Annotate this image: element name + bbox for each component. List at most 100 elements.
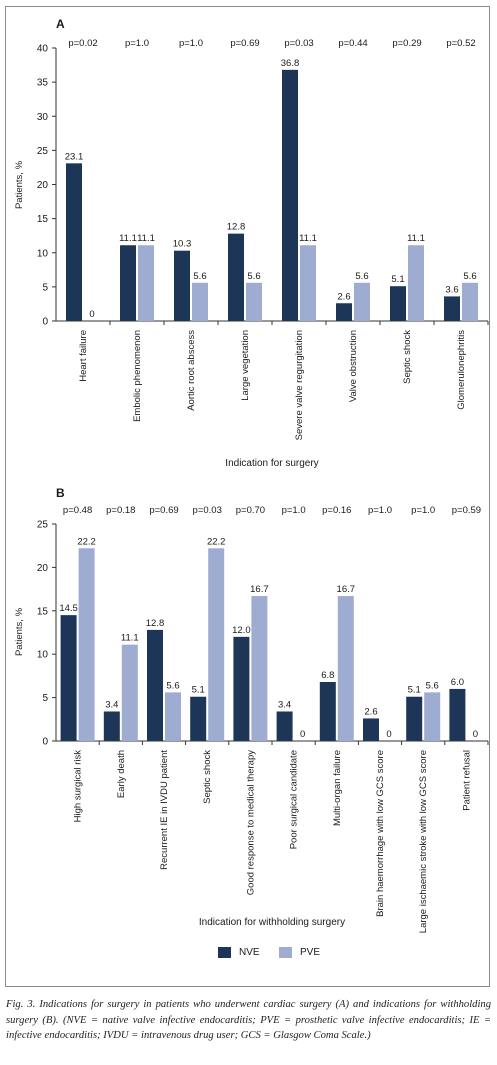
panel-label: A [56,17,65,31]
x-tick-label: Heart failure [78,330,89,382]
x-tick-label: Poor surgical candidate [289,750,300,849]
bar-pve [208,548,225,741]
p-value-label: p=1.0 [368,505,392,516]
y-tick-label: 5 [42,282,48,293]
data-label-pve: 22.2 [77,536,96,547]
bar-pve [251,596,268,741]
data-label-pve: 0 [473,729,478,740]
data-label-pve: 11.1 [137,233,155,244]
chart-panel-b: B 0 5 10 15 20 25 Patients, % Indication for wit… [14,486,489,933]
bar-nve [174,250,190,321]
data-label-nve: 3.4 [278,699,291,710]
y-tick-label: 0 [42,737,48,748]
data-label-nve: 12.8 [146,618,165,629]
x-tick-label: Embolic phenomenon [132,330,143,422]
x-tick-label: Large ischaemic stroke with low GCS scor… [418,750,429,933]
x-tick-label: Brain haemorrhage with low GCS score [375,750,386,917]
data-label-nve: 2.6 [364,706,377,717]
y-axis-label: Patients, % [14,607,25,656]
bar-nve [228,233,244,321]
bar-pve [246,282,262,321]
bar-pve [121,644,138,741]
legend-item-nve: NVE [218,947,260,958]
data-label-nve: 2.6 [337,291,350,302]
bar-nve [60,615,77,741]
bar-pve [408,245,424,321]
p-value-label: p=0.69 [230,38,259,49]
y-tick-label: 30 [37,112,49,123]
data-label-pve: 0 [386,729,391,740]
data-label-pve: 5.6 [166,680,179,691]
data-label-pve: 16.7 [250,584,269,595]
data-label-nve: 5.1 [408,685,421,696]
chart-panel-a: A 0 5 10 15 20 25 30 35 40 Patients, % Indication f… [14,17,489,469]
data-label-nve: 23.1 [65,151,84,162]
bar-pve [78,548,95,741]
data-label-nve: 36.8 [281,58,300,69]
x-tick-label: Large vegetation [240,330,251,401]
p-value-label: p=1.0 [411,505,435,516]
p-value-label: p=0.02 [68,38,97,49]
x-axis-label: Indication for surgery [225,458,318,469]
data-label-nve: 11.1 [119,233,137,244]
bar-pve [337,596,354,741]
y-tick-label: 0 [42,317,48,328]
data-label-pve: 16.7 [337,584,356,595]
bar-nve [390,286,406,321]
bar-nve [336,303,352,321]
bar-nve [190,696,207,741]
data-label-nve: 10.3 [173,239,192,250]
data-label-nve: 12.8 [227,222,246,233]
legend-swatch-pve [279,947,292,958]
data-label-pve: 11.1 [121,633,139,644]
figure-frame [5,6,490,987]
y-axis-label: Patients, % [14,160,25,209]
y-tick-label: 35 [37,78,49,89]
legend: NVE PVE [0,947,497,967]
bar-nve [147,629,163,741]
p-value-label: p=0.48 [63,505,92,516]
bar-nve [444,296,460,321]
data-label-nve: 5.1 [391,274,404,285]
x-tick-label: Early death [116,750,127,798]
data-label-nve: 3.6 [445,284,458,295]
p-value-label: p=0.44 [338,38,367,49]
p-value-label: p=0.16 [322,505,351,516]
data-label-nve: 6.8 [321,670,334,681]
legend-label-nve: NVE [239,947,260,958]
bar-nve [120,245,136,321]
bar-nve [282,69,298,321]
data-label-pve: 11.1 [299,233,317,244]
x-tick-label: Good response to medical therapy [245,750,256,895]
x-tick-label: Multi-organ failure [332,750,343,826]
x-tick-label: Septic shock [202,750,213,804]
p-value-label: p=1.0 [282,505,306,516]
y-tick-label: 20 [37,563,49,574]
data-label-pve: 5.6 [193,271,206,282]
x-tick-label: Aortic root abscess [186,330,197,411]
data-label-pve: 0 [300,729,305,740]
bar-pve [165,692,181,741]
p-value-label: p=0.03 [193,505,222,516]
data-label-nve: 14.5 [59,603,78,614]
data-label-pve: 5.6 [247,271,260,282]
p-value-label: p=0.18 [106,505,135,516]
legend-swatch-nve [218,947,231,958]
y-tick-label: 25 [37,146,49,157]
x-axis-label: Indication for withholding surgery [199,917,345,928]
p-value-label: p=0.52 [446,38,475,49]
x-tick-label: Severe valve regurgitation [294,330,305,440]
data-label-pve: 0 [89,309,94,320]
bar-pve [424,692,441,741]
p-value-label: p=0.03 [284,38,313,49]
x-tick-label: Glomerulonephritis [456,330,467,410]
legend-item-pve: PVE [279,947,320,958]
data-label-nve: 3.4 [105,699,118,710]
bar-nve [319,681,336,741]
data-label-pve: 11.1 [407,233,425,244]
y-tick-label: 25 [37,520,49,531]
p-value-label: p=0.29 [392,38,421,49]
y-tick-label: 10 [37,248,49,259]
x-tick-label: Patient refusal [461,750,472,811]
x-tick-label: High surgical risk [73,750,84,823]
